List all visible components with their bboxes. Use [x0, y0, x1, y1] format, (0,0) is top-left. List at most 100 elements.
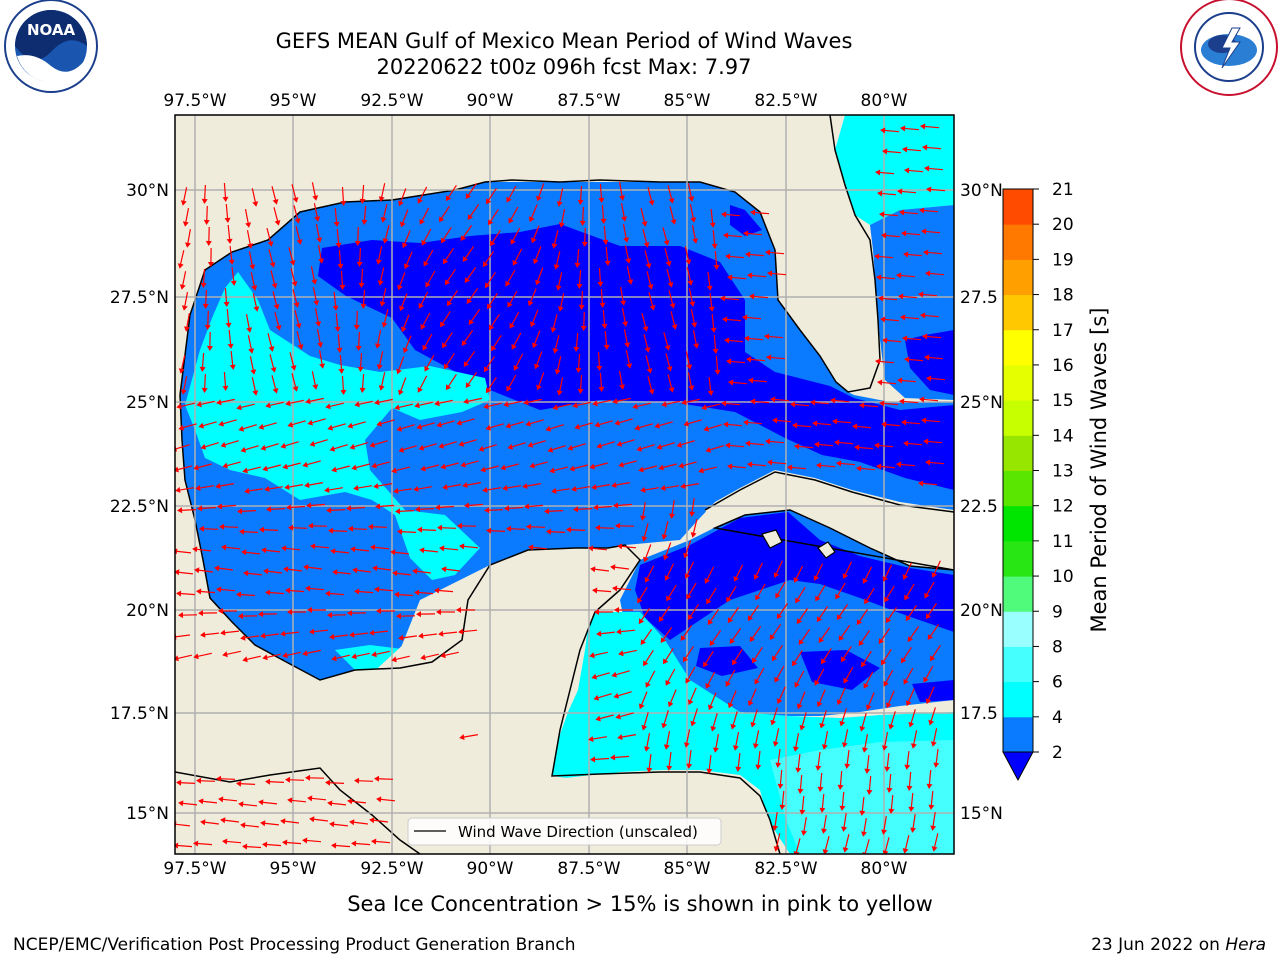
direction-arrow	[638, 586, 648, 602]
direction-arrow	[708, 377, 712, 393]
direction-arrow	[418, 186, 428, 202]
direction-arrow-head	[816, 462, 822, 469]
direction-arrow	[796, 445, 814, 449]
direction-arrow-head	[413, 486, 419, 492]
direction-arrow	[814, 563, 824, 579]
direction-arrow-head	[685, 259, 692, 265]
direction-arrow-head	[743, 419, 749, 426]
direction-arrow	[399, 188, 407, 204]
direction-arrow	[843, 561, 853, 577]
direction-arrow	[225, 650, 241, 656]
direction-arrow-head	[331, 842, 337, 849]
direction-arrow	[219, 398, 235, 404]
direction-arrow-head	[377, 280, 384, 286]
direction-arrow	[928, 624, 940, 638]
direction-arrow	[526, 398, 542, 404]
direction-arrow	[923, 230, 941, 234]
direction-arrow	[753, 646, 763, 662]
direction-arrow	[928, 769, 932, 787]
direction-arrow	[903, 421, 921, 425]
direction-arrow	[290, 420, 306, 426]
direction-arrow	[883, 816, 887, 832]
direction-arrow	[487, 187, 497, 203]
direction-arrow	[643, 487, 659, 491]
direction-arrow-head	[182, 221, 189, 227]
direction-arrow	[883, 731, 889, 749]
direction-arrow-head	[687, 699, 694, 706]
direction-arrow-head	[462, 482, 468, 488]
direction-arrow-head	[897, 377, 903, 384]
direction-arrow	[924, 146, 942, 150]
direction-arrow	[354, 463, 370, 469]
direction-arrow-head	[287, 609, 292, 615]
direction-arrow	[692, 708, 698, 724]
direction-arrow-head	[379, 301, 386, 307]
direction-arrow-head	[669, 303, 676, 309]
direction-arrow-head	[314, 216, 321, 222]
direction-arrow-head	[307, 607, 312, 613]
direction-arrow-head	[908, 721, 915, 728]
direction-arrow	[579, 374, 583, 392]
direction-arrow-head	[750, 209, 756, 216]
direction-arrow-head	[184, 326, 190, 332]
direction-arrow	[304, 839, 322, 843]
direction-arrow	[288, 399, 304, 405]
direction-arrow-head	[486, 303, 493, 310]
direction-arrow-head	[772, 741, 779, 747]
direction-arrow-head	[601, 323, 608, 329]
direction-arrow-head	[214, 565, 220, 572]
direction-arrow	[602, 309, 606, 327]
direction-arrow-head	[505, 422, 512, 429]
direction-arrow-head	[222, 462, 228, 469]
direction-arrow	[641, 465, 657, 471]
direction-arrow	[823, 815, 827, 831]
direction-arrow	[619, 545, 637, 549]
direction-arrow-head	[690, 532, 697, 538]
direction-arrow-head	[193, 653, 199, 660]
direction-arrow-head	[649, 305, 656, 311]
direction-arrow	[336, 228, 340, 246]
direction-arrow	[426, 270, 436, 286]
direction-arrow-head	[919, 396, 925, 403]
direction-arrow	[375, 567, 391, 571]
direction-arrow	[558, 188, 564, 204]
direction-arrow	[901, 400, 919, 404]
direction-arrow	[769, 272, 787, 276]
direction-arrow-head	[439, 216, 445, 223]
direction-arrow-head	[624, 342, 631, 348]
direction-arrow-head	[648, 200, 655, 206]
direction-arrow	[709, 692, 717, 708]
direction-arrow	[247, 488, 263, 492]
direction-arrow-head	[797, 788, 804, 794]
direction-arrow	[932, 812, 936, 828]
direction-arrow-head	[468, 319, 474, 325]
direction-arrow-head	[305, 774, 311, 781]
direction-arrow	[179, 402, 195, 408]
direction-arrow	[337, 333, 341, 351]
direction-arrow-head	[787, 464, 793, 471]
direction-arrow-head	[417, 526, 423, 533]
direction-arrow-head	[347, 610, 352, 617]
direction-arrow	[341, 375, 345, 393]
direction-arrow-head	[331, 655, 337, 662]
direction-arrow	[338, 249, 342, 267]
direction-arrow	[745, 421, 763, 425]
direction-arrow-head	[593, 504, 599, 511]
direction-arrow-head	[281, 545, 287, 552]
direction-arrow-head	[527, 300, 534, 307]
direction-arrow	[510, 442, 526, 448]
direction-arrow	[637, 423, 653, 429]
direction-arrow-head	[378, 385, 385, 391]
direction-arrow	[239, 510, 257, 512]
direction-arrow	[319, 349, 323, 367]
direction-arrow-head	[272, 199, 279, 205]
direction-arrow	[530, 546, 548, 550]
direction-arrow	[619, 734, 637, 738]
direction-arrow-head	[420, 465, 426, 472]
direction-arrow-head	[767, 270, 773, 277]
direction-arrow-head	[438, 442, 445, 449]
direction-arrow	[841, 708, 847, 724]
direction-arrow-head	[394, 404, 400, 411]
direction-arrow-head	[725, 253, 731, 260]
direction-arrow-head	[285, 400, 291, 407]
